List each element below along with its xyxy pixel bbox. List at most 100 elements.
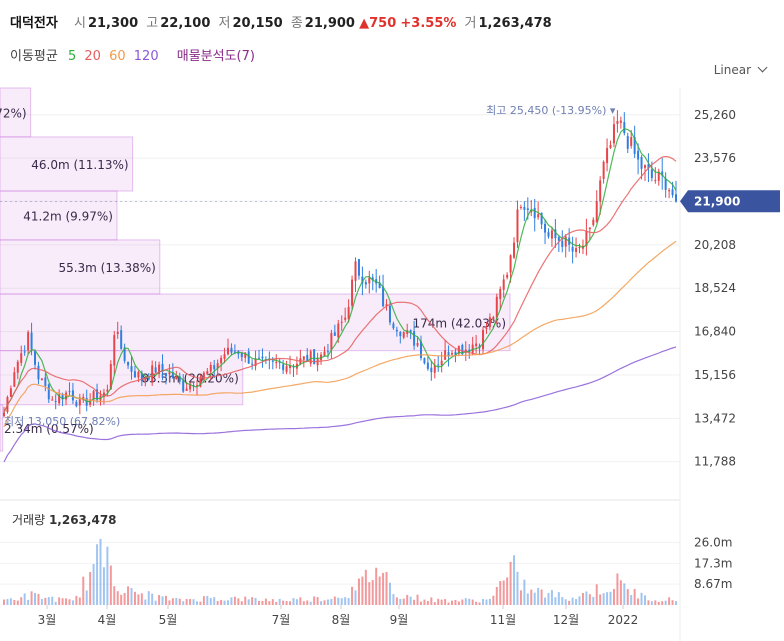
volume-bar xyxy=(392,594,395,605)
high-value: 22,100 xyxy=(160,16,211,31)
current-price-badge xyxy=(680,190,780,213)
candle xyxy=(550,230,553,239)
candle xyxy=(640,156,643,169)
volume-bar xyxy=(416,594,419,605)
volume-bar xyxy=(399,598,402,605)
volume-profile-label[interactable]: 매물분석도(7) xyxy=(176,49,255,64)
volume-bar xyxy=(316,597,319,605)
moving-average-60 xyxy=(3,240,677,427)
volume-bar xyxy=(357,578,360,605)
volume-bar xyxy=(54,601,57,605)
stock-name: 대덕전자 xyxy=(10,16,58,31)
volume-bar xyxy=(223,600,226,605)
candle xyxy=(244,352,247,358)
volume-bar xyxy=(20,597,23,605)
candle xyxy=(216,363,219,369)
volume-bar xyxy=(199,601,202,605)
volume-bar xyxy=(413,599,416,605)
candle xyxy=(395,329,398,332)
volume-bar xyxy=(609,591,612,605)
candle xyxy=(102,392,105,397)
volume-bar xyxy=(9,598,12,605)
candle xyxy=(630,137,633,146)
volume-bar xyxy=(123,593,126,605)
candle xyxy=(482,330,485,350)
low-label: 저 xyxy=(218,16,231,31)
volume-bar xyxy=(164,595,167,605)
volume-bar xyxy=(247,599,250,605)
candle xyxy=(326,351,329,353)
candle xyxy=(485,328,488,330)
volume-bar xyxy=(440,599,443,605)
volume-bar xyxy=(657,601,660,605)
volume-bar xyxy=(168,600,171,605)
quote-header: 대덕전자 시 21,300 고 22,100 저 20,150 종 21,900 ▲75… xyxy=(10,12,552,31)
ma-120-label[interactable]: 120 xyxy=(133,49,159,64)
candle xyxy=(233,351,236,353)
candle xyxy=(433,365,436,373)
volume-bar xyxy=(258,600,261,605)
volume-bar xyxy=(120,594,123,605)
ma-5-label[interactable]: 5 xyxy=(67,49,77,64)
scale-mode-label: Linear xyxy=(713,63,751,77)
candle xyxy=(364,282,367,285)
candle xyxy=(209,364,212,372)
ma-20-label[interactable]: 20 xyxy=(84,49,101,64)
volume-bar xyxy=(544,597,547,605)
y-tick-label: 25,260 xyxy=(694,108,736,122)
candle xyxy=(513,242,516,258)
candle xyxy=(523,206,526,210)
candle xyxy=(609,144,612,149)
candle xyxy=(189,383,192,390)
candle xyxy=(578,247,581,249)
candle xyxy=(492,317,495,320)
candle xyxy=(385,304,388,307)
volume-bar xyxy=(202,596,205,605)
candle xyxy=(626,136,629,149)
volume-bar xyxy=(471,599,474,605)
volume-bar xyxy=(499,580,502,605)
candle xyxy=(144,378,147,381)
y-tick-label: 13,472 xyxy=(694,411,736,425)
candle xyxy=(258,357,261,359)
candle xyxy=(171,372,174,379)
candle xyxy=(230,347,233,353)
volume-bar xyxy=(588,594,591,605)
candle xyxy=(75,401,78,407)
close-label: 종 xyxy=(290,16,303,31)
candle xyxy=(440,360,443,366)
volume-bar xyxy=(633,588,636,605)
volume-panel-title: 거래량 1,263,478 xyxy=(12,511,117,528)
candle xyxy=(137,372,140,378)
volume-bar xyxy=(133,591,136,605)
y-tick-label: 23,576 xyxy=(694,151,736,165)
volume-bar xyxy=(61,598,64,605)
candle xyxy=(9,388,12,397)
ma-60-label[interactable]: 60 xyxy=(109,49,126,64)
candle xyxy=(140,372,143,381)
volume-bar xyxy=(206,595,209,605)
volume-bar xyxy=(361,576,364,605)
volume-bar xyxy=(568,600,571,605)
candle xyxy=(13,372,16,387)
candle xyxy=(461,345,464,355)
volume-bar xyxy=(464,598,467,605)
candle xyxy=(488,317,491,328)
ma-title[interactable]: 이동평균 xyxy=(10,49,58,64)
volume-bar xyxy=(34,592,37,605)
volume-bar xyxy=(402,598,405,605)
scale-dropdown[interactable]: Linear xyxy=(713,62,768,77)
volume-bar xyxy=(492,595,495,605)
candle xyxy=(3,412,5,417)
volume-bar xyxy=(371,580,374,605)
volume-bar xyxy=(623,583,626,605)
volume-bar xyxy=(554,597,557,605)
volume-bar xyxy=(78,597,81,605)
volume-bar xyxy=(451,600,453,605)
volume-bar xyxy=(44,597,47,605)
volume-bar xyxy=(161,596,164,605)
candle xyxy=(323,351,326,357)
candle xyxy=(643,165,646,168)
x-tick-label: 5월 xyxy=(159,613,178,627)
